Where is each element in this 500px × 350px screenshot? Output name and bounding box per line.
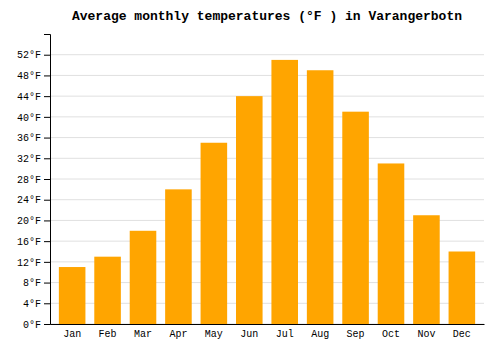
bar	[165, 189, 192, 324]
axis-line	[51, 324, 485, 325]
bar	[201, 143, 228, 324]
tick-label: Nov	[417, 329, 435, 340]
x-tick: Apr	[169, 329, 187, 340]
tick-label: Aug	[311, 329, 329, 340]
y-tick: 16°F	[17, 237, 50, 248]
axis-line	[44, 35, 51, 325]
y-tick: 8°F	[23, 278, 50, 289]
tick-label: 52°F	[17, 50, 41, 61]
tick-label: 20°F	[17, 216, 41, 227]
x-tick: Feb	[99, 329, 117, 340]
tick-label: 12°F	[17, 258, 41, 269]
chart: 0°F 4°F 8°F 12°F 16°F 20°F 24°F 28°F 32°F 36°F 40°…	[0, 0, 500, 350]
x-tick: Jan	[63, 329, 81, 340]
bar	[342, 112, 369, 324]
y-tick: 0°F	[23, 320, 50, 331]
x-tick: Dec	[453, 329, 471, 340]
tick-label: Dec	[453, 329, 471, 340]
y-tick: 52°F	[17, 50, 50, 61]
plot: 0°F 4°F 8°F 12°F 16°F 20°F 24°F 28°F 32°F 36°F 40°…	[17, 35, 485, 341]
y-tick: 20°F	[17, 216, 50, 227]
y-tick: 48°F	[17, 71, 50, 82]
x-tick: May	[205, 329, 223, 340]
y-tick: 12°F	[17, 258, 50, 269]
tick-label: May	[205, 329, 223, 340]
tick-label: 44°F	[17, 92, 41, 103]
tick-mark	[44, 158, 50, 159]
tick-mark	[44, 138, 50, 139]
bar	[307, 70, 334, 324]
tick-mark	[44, 324, 50, 325]
tick-label: Feb	[99, 329, 117, 340]
x-tick: Oct	[382, 329, 400, 340]
tick-mark	[44, 303, 50, 304]
tick-label: Jun	[240, 329, 258, 340]
x-tick: Sep	[347, 329, 365, 340]
x-tick: Nov	[417, 329, 435, 340]
tick-label: 16°F	[17, 237, 41, 248]
x-tick: Jun	[240, 329, 258, 340]
bar	[236, 96, 263, 324]
x-tick: Aug	[311, 329, 329, 340]
grid-line	[50, 179, 484, 180]
tick-mark	[44, 283, 50, 284]
tick-mark	[44, 75, 50, 76]
grid-line	[50, 54, 484, 55]
tick-mark	[44, 241, 50, 242]
tick-label: 28°F	[17, 175, 41, 186]
tick-label: Jan	[63, 329, 81, 340]
tick-label: 0°F	[23, 320, 41, 331]
tick-mark	[44, 179, 50, 180]
grid-line	[50, 75, 484, 76]
grid-line	[50, 96, 484, 97]
x-tick: Jul	[276, 329, 294, 340]
tick-label: 24°F	[17, 195, 41, 206]
tick-mark	[44, 200, 50, 201]
tick-label: 40°F	[17, 113, 41, 124]
tick-label: Oct	[382, 329, 400, 340]
tick-label: Sep	[347, 329, 365, 340]
x-tick: Mar	[134, 329, 152, 340]
grid-line	[50, 137, 484, 138]
grid-line	[50, 199, 484, 200]
bar	[130, 231, 157, 324]
y-tick: 44°F	[17, 92, 50, 103]
bars	[59, 60, 475, 324]
x-axis: Jan Feb Mar Apr May Jun Jul Aug Sep Oct Nov Dec	[51, 325, 485, 341]
bar	[94, 257, 121, 324]
bar	[449, 252, 476, 325]
bar	[413, 215, 440, 324]
tick-label: 32°F	[17, 154, 41, 165]
title: Average monthly temperatures (°F ) in Va…	[72, 9, 462, 24]
y-tick: 32°F	[17, 154, 50, 165]
tick-label: Apr	[169, 329, 187, 340]
y-tick: 4°F	[23, 299, 50, 310]
grid	[50, 55, 484, 324]
bar	[271, 60, 298, 324]
tick-mark	[44, 117, 50, 118]
tick-mark	[44, 55, 50, 56]
tick-mark	[44, 220, 50, 221]
y-tick: 28°F	[17, 175, 50, 186]
tick-label: 48°F	[17, 71, 41, 82]
tick-label: 8°F	[23, 278, 41, 289]
grid-line	[50, 116, 484, 117]
tick-mark	[44, 262, 50, 263]
y-axis: 0°F 4°F 8°F 12°F 16°F 20°F 24°F 28°F 32°F 36°F 40°…	[17, 35, 51, 331]
tick-label: 36°F	[17, 133, 41, 144]
tick-label: Jul	[276, 329, 294, 340]
y-tick: 36°F	[17, 133, 50, 144]
bar	[59, 267, 86, 324]
tick-mark	[44, 96, 50, 97]
y-tick: 24°F	[17, 195, 50, 206]
grid-line	[50, 158, 484, 159]
y-tick: 40°F	[17, 113, 50, 124]
tick-label: Mar	[134, 329, 152, 340]
tick-label: 4°F	[23, 299, 41, 310]
bar	[378, 163, 405, 324]
